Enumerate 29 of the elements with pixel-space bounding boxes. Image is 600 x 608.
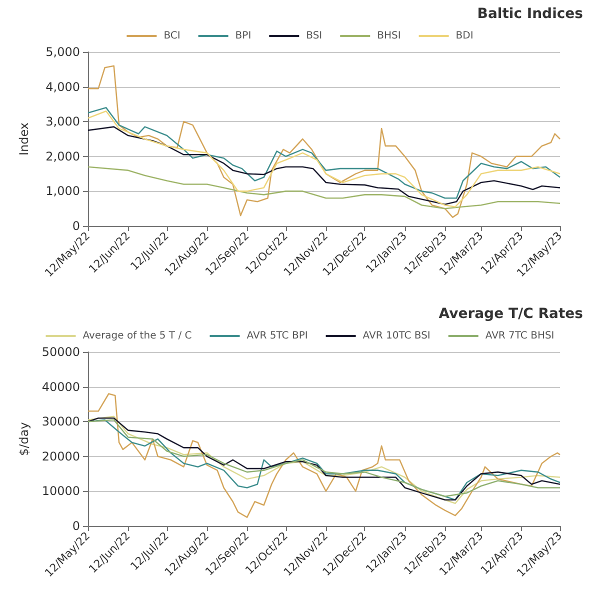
- y-tick-label: 20000: [42, 449, 80, 464]
- line-series: [87, 166, 561, 210]
- y-axis-title: $/day: [17, 422, 31, 456]
- legend-label: AVR 7TC BHSI: [485, 330, 554, 342]
- y-tick-label: 1,000: [46, 184, 80, 198]
- y-tick-label: 40000: [42, 380, 80, 394]
- y-tick-label: 4,000: [46, 80, 80, 94]
- y-tick-label: 5,000: [46, 45, 80, 59]
- legend-label: BDI: [456, 30, 474, 42]
- legend-label: AVR 5TC BPI: [246, 330, 308, 342]
- line-series: [87, 65, 561, 218]
- line-series: [87, 393, 561, 518]
- y-tick-label: 2,000: [46, 149, 80, 164]
- legend-label: BCI: [164, 30, 180, 42]
- legend-label: AVR 10TC BSI: [362, 330, 430, 342]
- y-tick-label: 50000: [42, 345, 80, 359]
- legend-label: BPI: [235, 30, 252, 42]
- y-tick-label: 0: [72, 219, 80, 233]
- legend-label: BHSI: [377, 30, 401, 42]
- y-axis-title: Index: [17, 122, 31, 156]
- chart-title: Average T/C Rates: [438, 306, 584, 322]
- y-tick-label: 3,000: [46, 114, 80, 129]
- line-series: [87, 126, 561, 206]
- legend-label: Average of the 5 T / C: [82, 330, 192, 342]
- chart-title: Baltic Indices: [477, 6, 584, 22]
- y-tick-label: 0: [72, 519, 80, 533]
- y-tick-label: 10000: [42, 484, 80, 498]
- y-tick-label: 30000: [42, 414, 80, 429]
- legend-label: BSI: [306, 30, 322, 42]
